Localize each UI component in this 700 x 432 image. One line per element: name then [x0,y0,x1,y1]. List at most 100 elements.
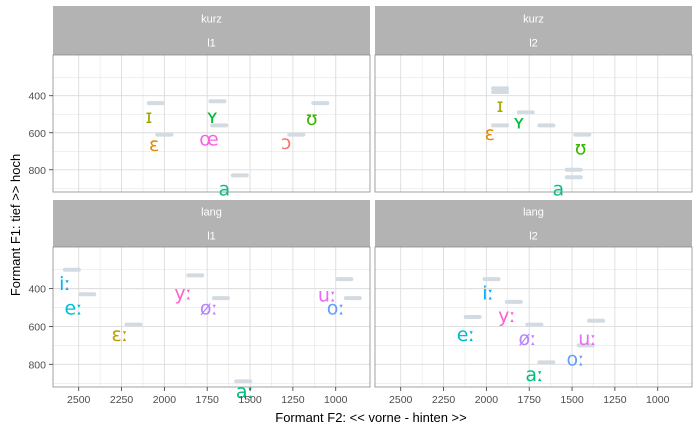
y-tick-label: 600 [28,128,46,140]
mean-marker [335,277,354,282]
strip-label-row: kurz [523,14,544,26]
y-tick-label: 400 [28,91,46,103]
strip-label-col: l2 [529,231,538,243]
vowel-label: a [219,178,231,200]
mean-marker [525,322,544,327]
panel: kurz l2 ɪʏɛ ʊa [374,6,693,200]
strip-label-row: lang [523,207,544,219]
x-tick-label: 1250 [281,394,305,406]
x-tick-label: 2000 [153,394,177,406]
mean-marker [211,296,230,301]
x-tick-label: 2000 [475,394,499,406]
mean-marker [343,296,362,301]
mean-marker [491,90,510,95]
mean-marker [210,123,229,128]
x-tick-label: 1750 [518,394,542,406]
mean-marker [587,318,606,323]
facet-strip [53,200,370,247]
y-tick-label: 800 [28,359,46,371]
mean-marker [564,175,583,180]
mean-marker [311,101,330,106]
panel-border [374,246,693,388]
facet-strip [375,6,692,55]
vowel-label: iː [482,282,494,304]
vowel-label: ʏ [513,112,525,134]
vowel-label: ɛ [149,134,159,156]
panel-border [374,54,693,193]
x-axis-title: Formant F2: << vorne - hinten >> [275,410,467,425]
mean-marker [576,343,595,348]
x-tick-label: 1500 [238,394,262,406]
mean-marker [463,315,482,319]
facet-strip [53,6,370,55]
strip-label-col: l2 [529,38,538,50]
strip-label-col: l1 [207,231,216,243]
facet-strip [375,200,692,247]
x-tick-label: 1250 [603,394,627,406]
mean-marker [62,267,81,272]
mean-marker [491,86,510,91]
vowel-label: øː [200,298,218,320]
mean-marker [537,123,556,128]
vowel-label: yː [498,305,516,327]
vowel-label: aː [236,381,254,403]
vowel-label: uː [318,284,336,306]
x-tick-label: 2250 [110,394,134,406]
mean-marker [230,173,249,178]
vowel-label: øː [518,328,536,350]
mean-marker [491,123,510,128]
vowel-label: ɔ [281,132,291,154]
panel-background [53,247,370,387]
mean-marker [146,101,165,106]
vowel-label: ʊ [575,138,587,160]
panel: kurz l1 ɪ ʏ ʊ ɛ œ ɔ a [52,6,371,200]
vowel-label: eː [65,298,83,320]
vowel-label: iː [59,273,71,295]
mean-marker [504,299,523,304]
vowel-label: ɪ [145,106,152,128]
x-tick-label: 1000 [324,394,348,406]
mean-marker [573,132,592,137]
vowel-label: a [553,178,565,200]
vowel-label: yː [174,282,192,304]
mean-marker [516,110,535,115]
vowel-label: ɛː [111,324,128,346]
vowel-label: eː [457,324,475,346]
y-tick-label: 600 [28,321,46,333]
y-tick-label: 400 [28,284,46,296]
mean-marker [78,292,97,297]
vowel-label: ʊ [306,108,318,130]
x-tick-label: 1000 [646,394,670,406]
vowel-label: uː [578,328,596,350]
vowel-label: oː [566,349,584,371]
mean-marker [155,132,174,137]
vowel-label: ɪ [497,95,504,117]
mean-marker [124,322,143,327]
x-tick-label: 1500 [560,394,584,406]
mean-marker [564,167,583,172]
vowel-label: ɛ [485,123,495,145]
mean-marker [208,99,227,104]
mean-marker [537,360,556,365]
mean-marker [186,273,205,278]
vowel-label: œ [199,128,218,150]
mean-marker [287,132,306,137]
mean-marker [234,379,253,384]
mean-marker [482,277,501,282]
x-tick-label: 2250 [432,394,456,406]
vowel-label: aː [525,364,543,386]
panel-border [52,246,371,388]
y-axis-title: Formant F1: tief >> hoch [8,154,23,296]
vowel-label: oː [327,298,345,320]
x-tick-label: 2500 [67,394,91,406]
x-tick-label: 2500 [389,394,413,406]
panel-border [52,54,371,193]
strip-label-row: lang [201,207,222,219]
panel-background [375,55,692,192]
strip-label-col: l1 [207,38,216,50]
vowel-label: ʏ [207,106,219,128]
